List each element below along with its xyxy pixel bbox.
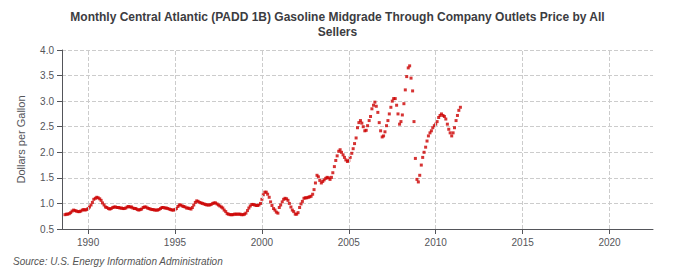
svg-text:Monthly Central Atlantic (PADD: Monthly Central Atlantic (PADD 1B) Gasol… <box>70 10 604 24</box>
svg-text:2020: 2020 <box>598 237 621 248</box>
svg-text:2005: 2005 <box>338 237 361 248</box>
svg-text:1.5: 1.5 <box>40 172 54 183</box>
svg-text:Dollars per Gallon: Dollars per Gallon <box>15 95 27 183</box>
svg-text:Source: U.S. Energy Informatio: Source: U.S. Energy Information Administ… <box>13 256 223 267</box>
svg-text:2.0: 2.0 <box>40 147 54 158</box>
svg-text:2.5: 2.5 <box>40 121 54 132</box>
svg-text:2015: 2015 <box>512 237 535 248</box>
svg-text:0.5: 0.5 <box>40 224 54 235</box>
svg-text:Sellers: Sellers <box>318 25 358 39</box>
svg-text:4.0: 4.0 <box>40 45 54 56</box>
svg-text:3.0: 3.0 <box>40 96 54 107</box>
svg-text:1990: 1990 <box>77 237 100 248</box>
svg-text:1.0: 1.0 <box>40 198 54 209</box>
svg-text:2000: 2000 <box>251 237 274 248</box>
svg-text:3.5: 3.5 <box>40 70 54 81</box>
svg-text:2010: 2010 <box>425 237 448 248</box>
svg-text:1995: 1995 <box>164 237 187 248</box>
